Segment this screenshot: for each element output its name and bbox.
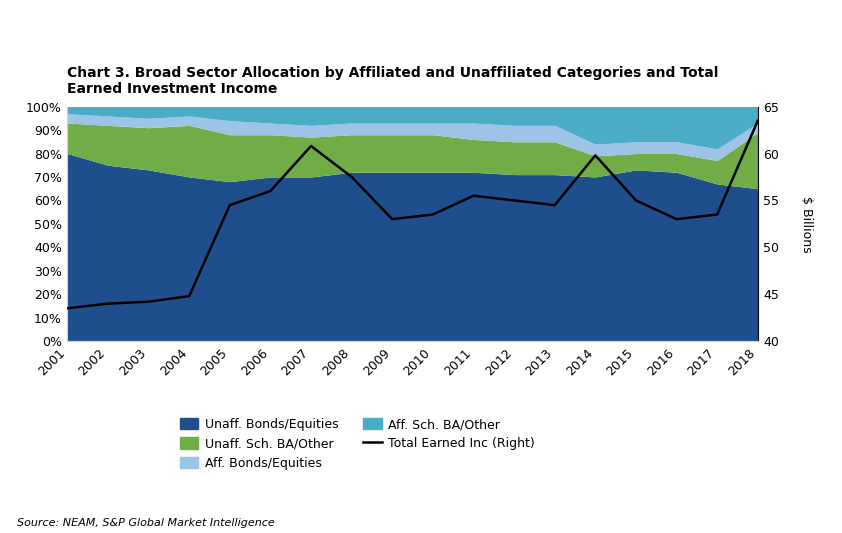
Text: Source: NEAM, S&P Global Market Intelligence: Source: NEAM, S&P Global Market Intellig… bbox=[17, 518, 274, 528]
Text: Chart 3. Broad Sector Allocation by Affiliated and Unaffiliated Categories and T: Chart 3. Broad Sector Allocation by Affi… bbox=[67, 66, 719, 96]
Legend: Unaff. Bonds/Equities, Unaff. Sch. BA/Other, Aff. Bonds/Equities, Aff. Sch. BA/O: Unaff. Bonds/Equities, Unaff. Sch. BA/Ot… bbox=[174, 413, 540, 474]
Y-axis label: $ Billions: $ Billions bbox=[800, 196, 813, 252]
